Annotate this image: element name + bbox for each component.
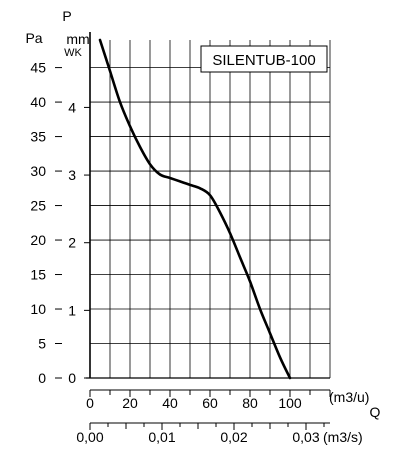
performance-curve bbox=[98, 38, 292, 380]
y-left-tick-label: 10 bbox=[30, 301, 46, 317]
x-top-tick-label: 40 bbox=[162, 395, 178, 411]
x-bottom-tick-label: 0,01 bbox=[148, 429, 175, 445]
axes bbox=[86, 32, 330, 424]
y-left-tick-label: 20 bbox=[30, 232, 46, 248]
x-top-tick-label: 80 bbox=[242, 395, 258, 411]
x-axis-symbol: Q bbox=[370, 404, 381, 420]
y-right-unit-line1: mm bbox=[66, 31, 89, 47]
y-left-tick-label: 5 bbox=[38, 336, 46, 352]
grid bbox=[90, 40, 331, 378]
x-top-unit: (m3/u) bbox=[329, 389, 369, 405]
y-right-tick-label: 1 bbox=[68, 302, 76, 318]
x-top-tick-label: 20 bbox=[122, 395, 138, 411]
y-left-unit: Pa bbox=[25, 30, 42, 46]
x-bottom-unit: (m3/s) bbox=[323, 429, 363, 445]
y-right-tick-label: 4 bbox=[68, 99, 76, 115]
y-left-tick-label: 0 bbox=[38, 370, 46, 386]
x-top-tick-label: 60 bbox=[202, 395, 218, 411]
y-right-tick-label: 2 bbox=[68, 235, 76, 251]
y-left-tick-label: 15 bbox=[30, 267, 46, 283]
y-right-unit-line2: WK bbox=[64, 47, 82, 59]
y-left-tick-label: 40 bbox=[30, 94, 46, 110]
y-left-tick-label: 35 bbox=[30, 129, 46, 145]
y-left-tick-label: 45 bbox=[30, 60, 46, 76]
x-top-tick-label: 100 bbox=[278, 395, 302, 411]
model-label-box bbox=[200, 45, 328, 73]
y-axis-symbol: P bbox=[62, 8, 71, 24]
x-top-tick-label: 0 bbox=[86, 395, 94, 411]
x-bottom-tick-label: 0,00 bbox=[76, 429, 103, 445]
model-label: SILENTUB-100 bbox=[212, 52, 315, 69]
y-right-tick-label: 0 bbox=[68, 370, 76, 386]
y-right-tick-label: 3 bbox=[68, 167, 76, 183]
y-left-tick-label: 30 bbox=[30, 163, 46, 179]
y-left-tick-label: 25 bbox=[30, 198, 46, 214]
x-bottom-tick-label: 0,03 bbox=[292, 429, 319, 445]
series bbox=[98, 38, 292, 380]
x-bottom-tick-label: 0,02 bbox=[220, 429, 247, 445]
